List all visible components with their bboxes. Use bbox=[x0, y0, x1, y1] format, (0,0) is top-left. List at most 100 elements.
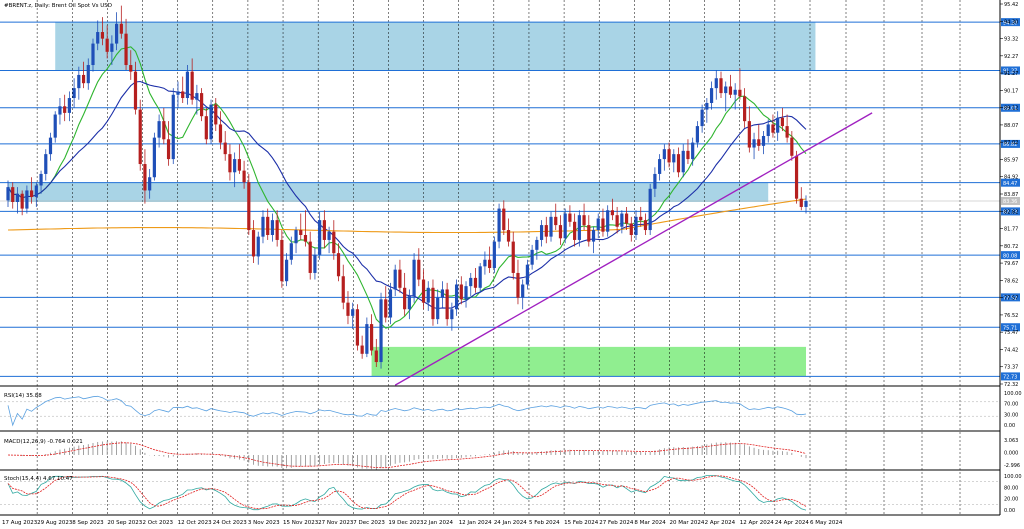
level-tag bbox=[1001, 103, 1020, 112]
candle-body bbox=[700, 109, 704, 127]
date-label: 12 Oct 2023 bbox=[178, 520, 213, 526]
price-tick-label: 89.12 bbox=[1004, 106, 1018, 112]
candle-body bbox=[346, 302, 350, 316]
candle-body bbox=[284, 259, 289, 282]
candle-body bbox=[365, 324, 369, 354]
macd-level-label: 0.000 bbox=[1004, 451, 1018, 457]
candle-body bbox=[105, 38, 109, 52]
candle-body bbox=[199, 93, 204, 117]
candle-body bbox=[596, 218, 600, 231]
price-tick-label: 93.32 bbox=[1004, 37, 1018, 43]
candle-body bbox=[624, 213, 629, 224]
candle-body bbox=[691, 142, 695, 160]
candle-body bbox=[431, 287, 435, 320]
moving-averages-layer bbox=[7, 46, 807, 329]
candle-body bbox=[440, 289, 445, 298]
level-tag bbox=[1001, 66, 1020, 75]
candle-body bbox=[15, 193, 20, 202]
date-label: 3 Nov 2023 bbox=[248, 520, 280, 526]
stoch-level-label: 100.00 bbox=[1004, 474, 1022, 480]
zones-layer bbox=[8, 22, 816, 377]
macd-label: MACD(12,26,9) -0.764 0.021 bbox=[4, 439, 83, 445]
price-tick-label: 78.62 bbox=[1004, 278, 1018, 284]
macd-signal-line bbox=[7, 442, 807, 469]
candle-body bbox=[610, 210, 615, 216]
price-axis: 94.20 91.27 89.01 86.82 84.47 82.73 80.08 77.52… bbox=[1000, 2, 1020, 388]
candle-body bbox=[129, 65, 133, 72]
date-label: 19 Dec 2023 bbox=[388, 520, 424, 526]
price-tick-label: 85.97 bbox=[1004, 157, 1018, 163]
level-tag-label: 80.08 bbox=[1003, 253, 1017, 259]
zone-green-lower bbox=[371, 346, 806, 377]
candle-body bbox=[148, 177, 152, 191]
candle-body bbox=[204, 116, 208, 140]
candle-body bbox=[724, 86, 728, 94]
candle-body bbox=[303, 234, 308, 242]
candle-body bbox=[421, 279, 426, 303]
candle-body bbox=[195, 93, 199, 100]
date-label: 15 Nov 2023 bbox=[283, 520, 319, 526]
candle-body bbox=[785, 126, 789, 138]
date-label: 15 Feb 2024 bbox=[564, 520, 599, 526]
candle-body bbox=[133, 71, 138, 110]
candle-body bbox=[58, 106, 62, 115]
rsi-label: RSI(14) 35.88 bbox=[4, 393, 42, 399]
candle-body bbox=[355, 309, 360, 346]
candle-body bbox=[48, 137, 53, 155]
candle-body bbox=[110, 43, 114, 52]
price-tick-label: 73.37 bbox=[1004, 365, 1018, 371]
price-tick-label: 72.32 bbox=[1004, 382, 1018, 388]
price-tick-label: 94.30 bbox=[1004, 19, 1018, 25]
candle-body bbox=[270, 220, 275, 235]
candle-body bbox=[794, 155, 799, 199]
candle-body bbox=[577, 215, 581, 240]
candle-body bbox=[34, 185, 38, 198]
candle-body bbox=[256, 236, 260, 257]
price-tick-label: 80.72 bbox=[1004, 244, 1018, 250]
level-tag-label: 84.47 bbox=[1003, 181, 1017, 187]
candle-body bbox=[714, 78, 718, 89]
chart-symbol-title: #BRENT.z, Daily: Brent Oil Spot Vs USD bbox=[4, 3, 112, 9]
date-label: 8 Sep 2023 bbox=[72, 520, 104, 526]
candle-body bbox=[417, 259, 421, 280]
candle-body bbox=[67, 98, 71, 113]
price-tick-label: 82.82 bbox=[1004, 209, 1018, 215]
candle-body bbox=[454, 284, 459, 310]
stoch-k-line bbox=[7, 475, 807, 511]
candle-body bbox=[591, 230, 596, 242]
candle-body bbox=[152, 137, 156, 178]
candle-body bbox=[502, 208, 506, 231]
candle-body bbox=[643, 220, 648, 231]
candle-body bbox=[322, 220, 326, 240]
date-label: 27 Feb 2024 bbox=[599, 520, 634, 526]
price-tick-label: 91.27 bbox=[1004, 71, 1018, 77]
candle-body bbox=[6, 187, 10, 201]
candle-body bbox=[81, 74, 86, 84]
stoch-level-label: 0.00 bbox=[1004, 508, 1015, 514]
candle-body bbox=[738, 89, 742, 97]
rsi-level-label: 100.00 bbox=[1004, 391, 1022, 397]
candle-body bbox=[743, 96, 747, 122]
price-tick-label: 74.42 bbox=[1004, 347, 1018, 353]
zone-blue-middle bbox=[8, 182, 769, 202]
trendlines-layer bbox=[394, 112, 873, 386]
level-tag bbox=[1001, 18, 1020, 27]
candle-body bbox=[525, 264, 530, 285]
candle-body bbox=[96, 32, 100, 44]
candle-body bbox=[318, 220, 322, 255]
candle-body bbox=[280, 239, 284, 282]
candle-body bbox=[171, 94, 175, 160]
candle-body bbox=[332, 231, 336, 254]
candle-body bbox=[398, 269, 402, 288]
candle-body bbox=[558, 225, 563, 239]
candle-body bbox=[790, 137, 794, 156]
candle-body bbox=[384, 299, 388, 318]
candle-body bbox=[492, 241, 496, 268]
level-tag bbox=[1001, 372, 1020, 381]
candle-body bbox=[403, 287, 407, 310]
price-tag-label: 83.36 bbox=[1003, 199, 1017, 205]
candle-body bbox=[733, 89, 737, 95]
candle-body bbox=[587, 225, 591, 242]
candle-body bbox=[511, 241, 515, 273]
candle-body bbox=[620, 213, 624, 227]
